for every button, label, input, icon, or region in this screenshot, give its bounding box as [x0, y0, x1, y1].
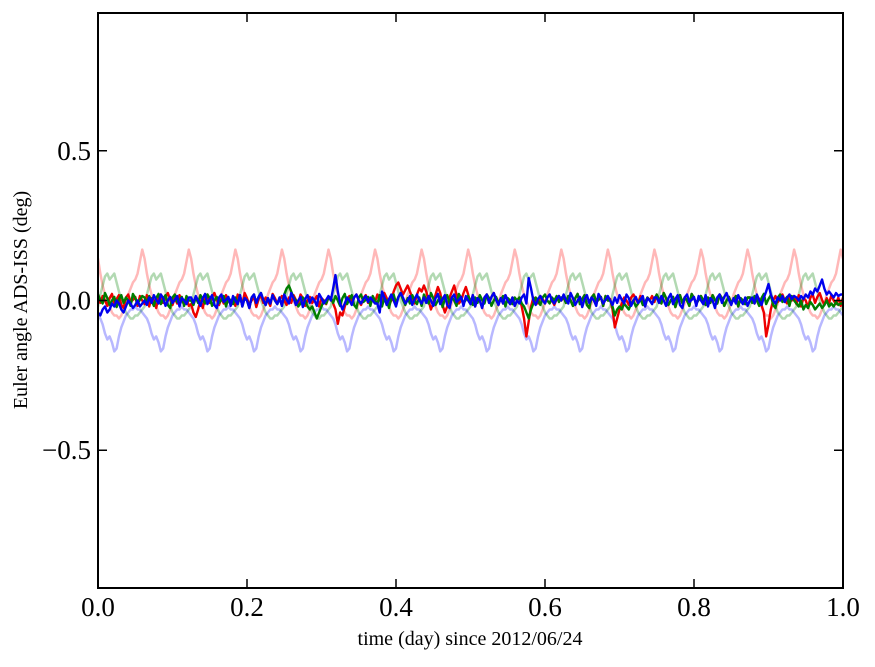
tick-labels: 0.0 0.2 0.4 0.6 0.8 1.0 −0.5 0.0 0.5: [42, 136, 860, 622]
x-tick-label: 0.2: [230, 592, 264, 622]
y-tick-label: −0.5: [42, 435, 91, 465]
plot-series-layer: [98, 248, 843, 353]
y-tick-label: 0.0: [57, 286, 91, 316]
x-axis-label: time (day) since 2012/06/24: [358, 628, 583, 650]
x-tick-label: 0.6: [528, 592, 562, 622]
x-tick-label: 0.8: [677, 592, 711, 622]
series-bold-blue: [98, 273, 843, 317]
y-tick-label: 0.5: [57, 136, 91, 166]
series-pale-red: [98, 248, 843, 320]
y-axis-label: Euler angle ADS-ISS (deg): [10, 191, 32, 409]
x-tick-label: 0.0: [81, 592, 115, 622]
series-pale-green: [98, 272, 843, 320]
x-tick-label: 0.4: [379, 592, 413, 622]
x-tick-label: 1.0: [826, 592, 860, 622]
series-pale-blue: [98, 305, 843, 353]
tick-marks: [97, 13, 844, 588]
